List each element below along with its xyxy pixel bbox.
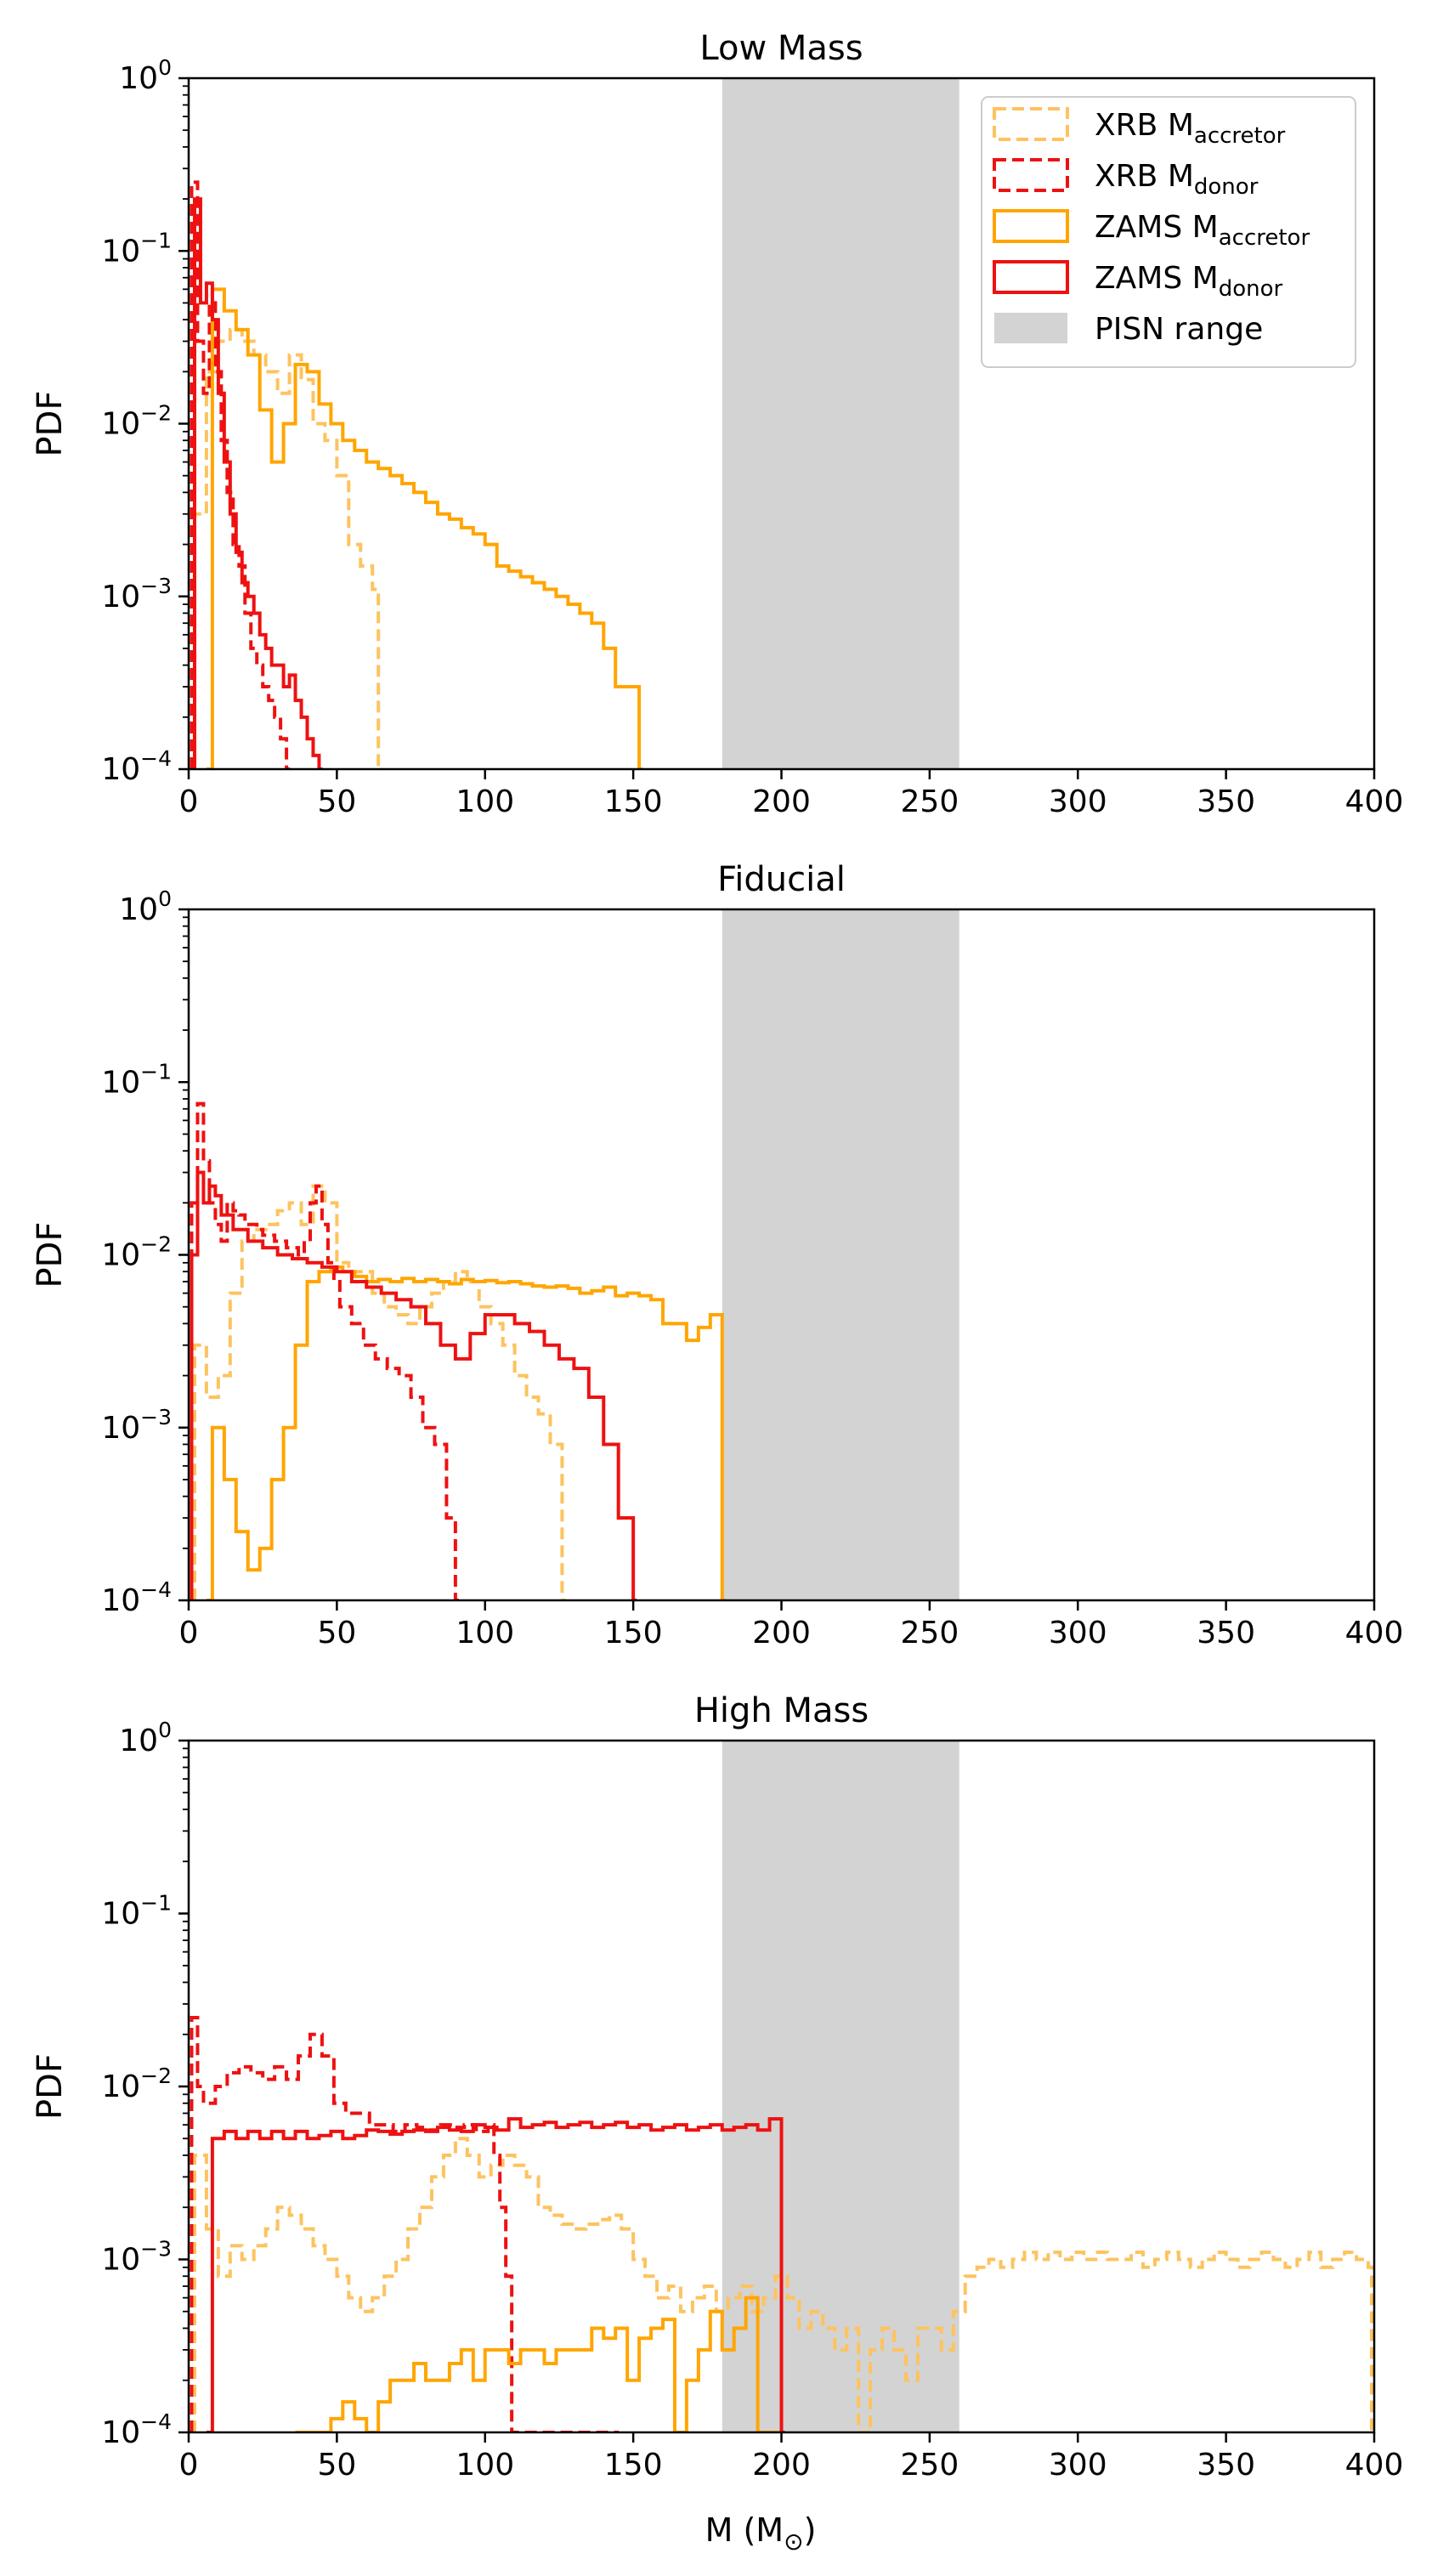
legend-swatch: [993, 107, 1069, 141]
x-tick-label: 300: [1049, 1616, 1107, 1650]
x-tick-label: 100: [456, 2448, 514, 2483]
x-tick-label: 200: [752, 784, 811, 819]
y-tick-label: 10−4: [101, 746, 172, 787]
x-tick-label: 50: [317, 2448, 356, 2483]
x-axis-label: M (M⊙): [705, 2511, 817, 2556]
legend-label: XRB Mdonor: [1095, 159, 1259, 200]
pisn-range-band: [722, 78, 959, 769]
x-tick-label: 350: [1197, 784, 1255, 819]
x-tick-label: 300: [1049, 784, 1107, 819]
y-axis-label: PDF: [31, 2053, 70, 2120]
panel-low-mass: Low Mass PDF 0 50 100 150 200 250 300 350 400 100 10…: [31, 29, 1403, 819]
y-tick-label: 10−2: [101, 1232, 172, 1273]
x-tick-label: 200: [752, 1616, 811, 1650]
legend-swatch: [993, 209, 1069, 243]
legend-item: PISN range: [994, 312, 1263, 347]
series-zams-mdonor-solid: [190, 1170, 637, 1600]
series-xrb-mdonor-dashed: [190, 180, 291, 769]
y-tick-label: 10−4: [101, 1577, 172, 1618]
x-tick-label: 250: [901, 1616, 959, 1650]
y-tick-label: 10−1: [101, 1891, 172, 1932]
y-axis-label: PDF: [31, 1222, 70, 1288]
x-tick-label: 150: [604, 2448, 663, 2483]
series-xrb-mdonor-dashed: [190, 1101, 459, 1600]
x-tick-label: 400: [1345, 2448, 1404, 2483]
legend: XRB Maccretor XRB Mdonor ZAMS Maccretor ZAM…: [981, 96, 1356, 368]
series-xrb-maccretor-dashed: [192, 327, 382, 769]
x-tick-label: 50: [317, 784, 356, 819]
x-tick-label: 250: [901, 2448, 959, 2483]
series-xrb-mdonor-dashed: [190, 2016, 620, 2432]
x-tick-label: 150: [604, 784, 663, 819]
series-zams-maccretor-solid: [206, 1265, 726, 1600]
legend-swatch: [993, 158, 1069, 192]
y-tick-label: 100: [119, 1718, 172, 1758]
legend-item: ZAMS Maccretor: [993, 209, 1310, 251]
y-tick-label: 10−4: [101, 2409, 172, 2450]
y-tick-label: 10−3: [101, 2237, 172, 2278]
y-tick-label: 10−3: [101, 574, 172, 614]
legend-frame: [981, 96, 1356, 368]
x-tick-label: 400: [1345, 1616, 1404, 1650]
x-tick-label: 400: [1345, 784, 1404, 819]
x-axis-label-sub: ⊙: [784, 2528, 803, 2556]
legend-item: ZAMS Mdonor: [993, 260, 1283, 302]
y-tick-label: 10−1: [101, 1059, 172, 1100]
series-xrb-maccretor-dashed: [192, 1184, 566, 1600]
panel-high-mass: High Mass PDF 0 50 100 150 200 250 300 350 400 100 1…: [31, 1691, 1403, 2483]
y-tick-label: 10−1: [101, 228, 172, 269]
panel-title: High Mass: [694, 1691, 869, 1730]
panel-title: Fiducial: [717, 860, 846, 899]
svg-text:M (M⊙): M (M⊙): [705, 2511, 817, 2556]
y-tick-label: 10−2: [101, 2064, 172, 2104]
x-tick-label: 150: [604, 1616, 663, 1650]
legend-label: PISN range: [1095, 312, 1263, 347]
x-axis-label-main: M (M: [705, 2511, 784, 2549]
x-tick-label: 350: [1197, 2448, 1255, 2483]
pisn-range-band: [722, 909, 959, 1600]
legend-swatch: [994, 313, 1067, 343]
x-tick-label: 350: [1197, 1616, 1255, 1650]
y-tick-label: 10−2: [101, 401, 172, 442]
x-tick-label: 0: [179, 784, 199, 819]
series-xrb-maccretor-dashed: [192, 2137, 1374, 2432]
y-tick-label: 100: [119, 55, 172, 96]
x-tick-label: 200: [752, 2448, 811, 2483]
legend-label: XRB Maccretor: [1095, 108, 1286, 149]
y-tick-label: 100: [119, 886, 172, 927]
x-tick-label: 0: [179, 2448, 199, 2483]
x-tick-label: 100: [456, 784, 514, 819]
y-axis-label: PDF: [31, 391, 70, 457]
x-tick-label: 250: [901, 784, 959, 819]
series-zams-maccretor-solid: [295, 2296, 785, 2432]
x-tick-label: 50: [317, 1616, 356, 1650]
legend-item: XRB Maccretor: [993, 107, 1286, 149]
series-zams-mdonor-solid: [192, 197, 323, 769]
y-tick-label: 10−3: [101, 1405, 172, 1446]
legend-label: ZAMS Mdonor: [1095, 261, 1283, 302]
legend-item: XRB Mdonor: [993, 158, 1259, 200]
x-tick-label: 300: [1049, 2448, 1107, 2483]
panel-title: Low Mass: [699, 29, 863, 68]
legend-label: ZAMS Maccretor: [1095, 210, 1310, 251]
pisn-range-band: [722, 1741, 959, 2432]
panel-fiducial: Fiducial PDF 0 50 100 150 200 250 300 350 400 100 10…: [31, 860, 1403, 1650]
series-zams-mdonor-solid: [206, 2117, 785, 2432]
x-axis-label-close: ): [804, 2511, 817, 2549]
x-tick-label: 100: [456, 1616, 514, 1650]
legend-swatch: [993, 260, 1069, 294]
x-tick-label: 0: [179, 1616, 199, 1650]
series-zams-maccretor-solid: [206, 287, 643, 769]
